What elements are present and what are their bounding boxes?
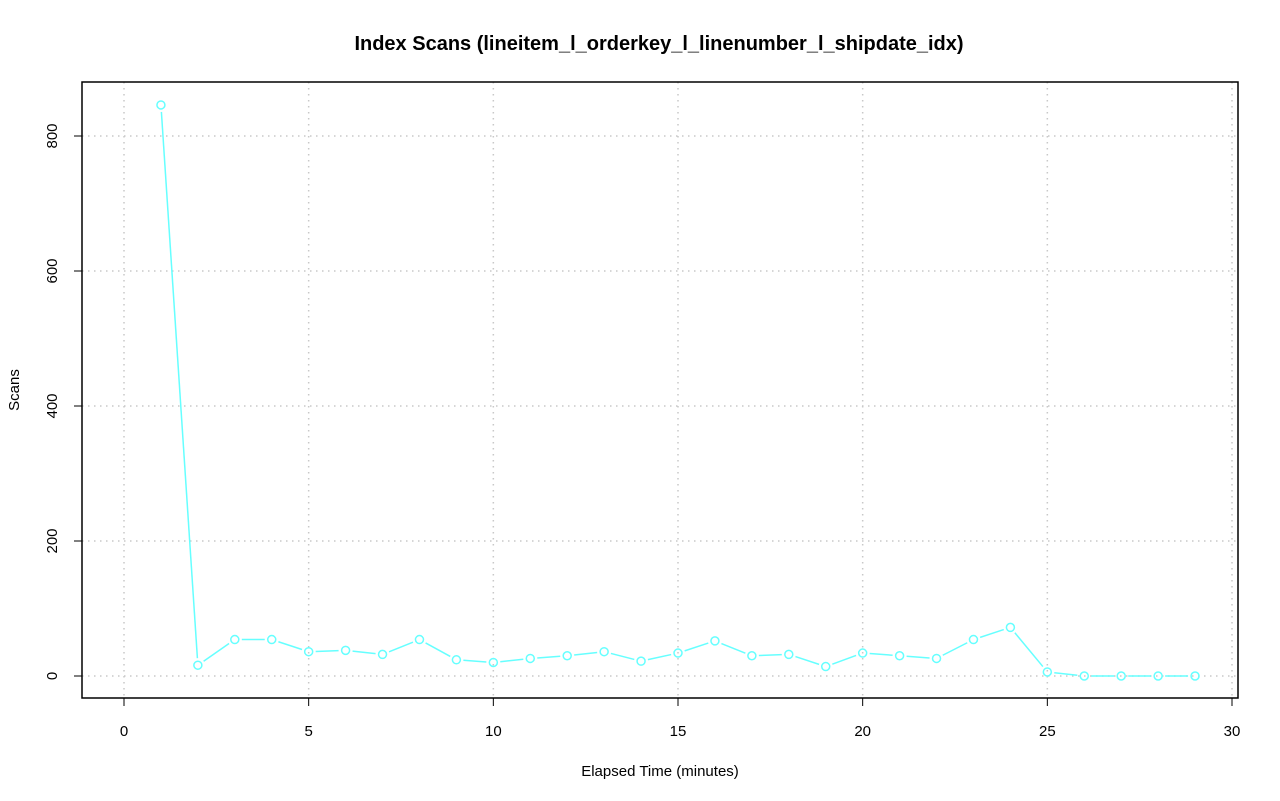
x-tick-label: 25 — [1039, 723, 1056, 740]
data-point — [525, 653, 536, 664]
data-point — [820, 661, 831, 672]
series-line-segment — [795, 655, 820, 666]
data-point — [230, 634, 240, 645]
series-line-segment — [906, 655, 930, 659]
series-line-segment — [942, 642, 968, 656]
data-point — [1153, 671, 1163, 681]
y-tick-label: 800 — [44, 123, 61, 148]
data-point — [599, 646, 609, 657]
data-point — [1116, 671, 1126, 681]
data-point — [968, 634, 979, 645]
y-axis: 0 200 400 600 800 — [44, 123, 82, 680]
data-point — [747, 651, 757, 661]
data-point — [340, 645, 351, 656]
data-point — [414, 634, 425, 645]
x-tick-label: 10 — [485, 723, 502, 740]
data-point — [193, 660, 203, 670]
series-line-segment — [574, 651, 598, 656]
series-line-segment — [203, 642, 230, 662]
series-line-segment — [869, 652, 893, 656]
data-point — [1079, 671, 1090, 681]
series-layer — [156, 100, 1200, 681]
series-line-segment — [721, 642, 746, 654]
series-line-segment — [500, 658, 524, 663]
y-tick-label: 0 — [44, 672, 61, 680]
data-point — [931, 653, 942, 664]
series-line-segment — [388, 641, 414, 653]
series-line-segment — [610, 652, 635, 661]
series-line-segment — [160, 111, 199, 659]
series-line-segment — [315, 649, 339, 653]
series-line-segment — [1054, 671, 1078, 676]
data-point — [673, 648, 683, 658]
series-line-segment — [425, 642, 451, 658]
data-point — [303, 646, 314, 657]
series-line-segment — [684, 642, 709, 652]
data-point — [857, 648, 868, 658]
y-tick-label: 200 — [44, 528, 61, 553]
x-axis: 0 5 10 15 20 25 30 — [120, 698, 1241, 740]
data-point — [894, 651, 905, 661]
x-axis-label: Elapsed Time (minutes) — [581, 763, 739, 780]
data-point — [784, 649, 794, 660]
grid-lines — [82, 82, 1238, 698]
data-point — [451, 655, 462, 665]
series-line-segment — [1014, 632, 1044, 668]
plot-area-frame — [81, 81, 1239, 699]
data-point — [1005, 622, 1016, 633]
data-point — [488, 657, 499, 668]
y-axis-label: Scans — [6, 369, 23, 411]
chart-title: Index Scans (lineitem_l_orderkey_l_linen… — [354, 33, 963, 55]
data-point — [156, 100, 166, 110]
data-point — [710, 636, 720, 646]
x-tick-label: 20 — [854, 723, 871, 740]
y-tick-label: 600 — [44, 258, 61, 283]
data-point — [1190, 671, 1200, 681]
x-tick-label: 15 — [670, 723, 687, 740]
series-line-segment — [463, 659, 487, 663]
data-point — [266, 634, 277, 645]
x-tick-label: 0 — [120, 723, 128, 740]
series-line-segment — [647, 653, 672, 661]
data-point — [1042, 667, 1053, 677]
series-line-segment — [758, 653, 782, 657]
x-tick-label: 5 — [304, 723, 312, 740]
data-point — [377, 649, 388, 660]
data-point — [636, 656, 646, 666]
series-line-segment — [352, 650, 376, 655]
series-line-segment — [979, 628, 1004, 639]
series-line-segment — [832, 654, 857, 665]
y-tick-label: 400 — [44, 393, 61, 418]
data-point — [562, 651, 572, 661]
series-line-segment — [278, 641, 303, 651]
series-line-segment — [537, 655, 561, 659]
x-tick-label: 30 — [1224, 723, 1241, 740]
